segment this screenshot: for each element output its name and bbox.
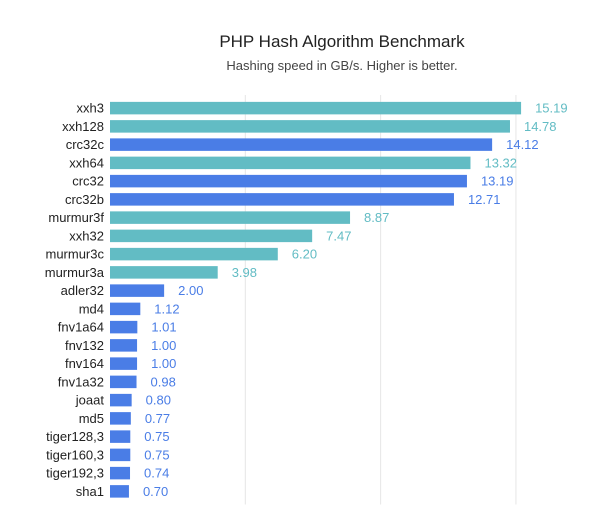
category-label: tiger128,3	[46, 429, 104, 444]
value-label: 0.70	[143, 484, 168, 499]
value-label: 1.00	[151, 356, 176, 371]
category-label: murmur3c	[45, 247, 104, 262]
value-label: 2.00	[178, 283, 203, 298]
bar	[110, 485, 129, 498]
category-label: murmur3f	[48, 210, 104, 225]
category-label: crc32c	[66, 137, 105, 152]
bar	[110, 339, 138, 352]
value-label: 0.74	[144, 466, 169, 481]
category-label: sha1	[76, 484, 104, 499]
category-label: xxh128	[62, 119, 104, 134]
value-label: 0.75	[144, 447, 169, 462]
category-label: adler32	[61, 283, 104, 298]
value-label: 1.12	[154, 301, 179, 316]
chart-subtitle: Hashing speed in GB/s. Higher is better.	[226, 58, 457, 73]
value-label: 3.98	[232, 265, 257, 280]
value-label: 6.20	[292, 247, 317, 262]
bar	[110, 357, 138, 370]
category-label: joaat	[75, 393, 105, 408]
value-label: 0.80	[146, 393, 171, 408]
bar	[110, 211, 351, 224]
value-label: 12.71	[468, 192, 501, 207]
category-label: fnv1a32	[58, 374, 104, 389]
category-label: xxh3	[77, 101, 104, 116]
category-label: murmur3a	[45, 265, 105, 280]
value-label: 14.12	[506, 137, 539, 152]
bar	[110, 430, 131, 443]
category-label: md5	[79, 411, 104, 426]
bar	[110, 101, 522, 115]
value-label: 8.87	[364, 210, 389, 225]
value-label: 14.78	[524, 119, 557, 134]
bar	[110, 266, 218, 279]
bar	[110, 174, 467, 188]
category-label: md4	[79, 301, 104, 316]
category-labels: xxh3 xxh128 crc32c xxh64 crc32 crc32b murmur3f…	[45, 101, 105, 499]
bar	[110, 120, 510, 133]
bar	[110, 466, 131, 480]
value-labels: 15.19 14.78 14.12 13.32 13.19 12.71 8.87 7.47 6.…	[143, 101, 568, 499]
bar	[110, 393, 132, 407]
category-label: xxh64	[69, 155, 104, 170]
bar	[110, 156, 471, 170]
bar	[110, 412, 131, 425]
value-label: 1.00	[151, 338, 176, 353]
bar	[110, 375, 137, 389]
value-label: 0.98	[151, 374, 176, 389]
bar	[110, 138, 493, 151]
value-label: 7.47	[326, 228, 351, 243]
chart-title: PHP Hash Algorithm Benchmark	[219, 32, 465, 51]
bars	[110, 101, 522, 498]
value-label: 0.77	[145, 411, 170, 426]
bar	[110, 448, 131, 462]
bar	[110, 284, 165, 297]
bar	[110, 229, 313, 243]
value-label: 13.32	[484, 155, 517, 170]
gridlines	[244, 95, 517, 505]
category-label: tiger160,3	[46, 447, 104, 462]
category-label: fnv164	[65, 356, 104, 371]
value-label: 1.01	[151, 320, 176, 335]
bar	[110, 193, 454, 206]
category-label: crc32b	[65, 192, 104, 207]
category-label: fnv132	[65, 338, 104, 353]
category-label: xxh32	[69, 228, 104, 243]
category-label: crc32	[72, 174, 104, 189]
category-label: fnv1a64	[58, 320, 104, 335]
bar	[110, 247, 278, 261]
value-label: 13.19	[481, 174, 514, 189]
bar	[110, 320, 138, 334]
value-label: 0.75	[144, 429, 169, 444]
bar	[110, 302, 141, 316]
value-label: 15.19	[535, 101, 568, 116]
category-label: tiger192,3	[46, 466, 104, 481]
